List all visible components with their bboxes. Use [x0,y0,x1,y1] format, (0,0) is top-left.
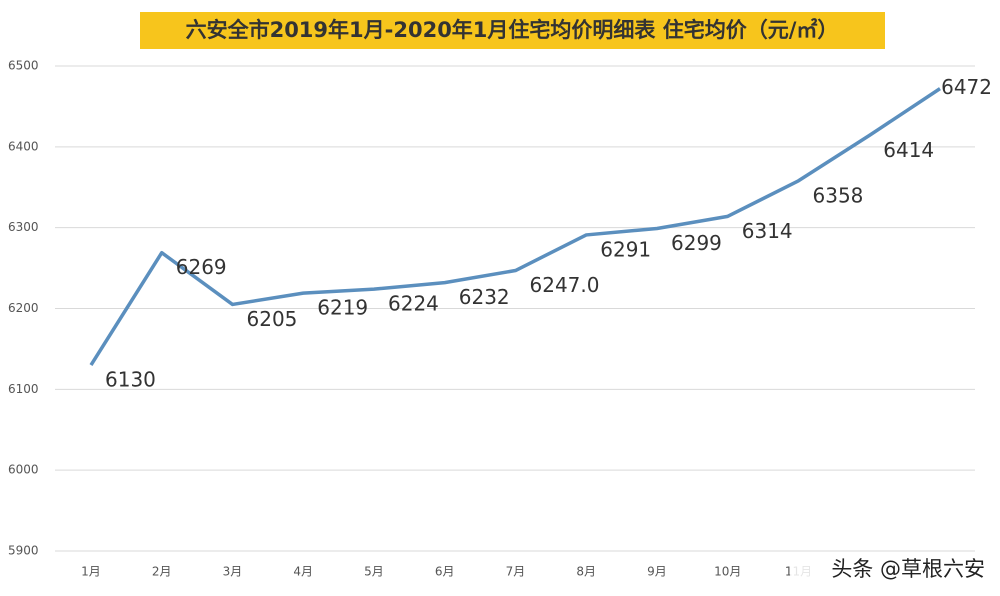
y-tick-label: 5900 [8,544,39,558]
data-label: 6358 [813,183,864,207]
y-tick-label: 6300 [8,220,39,234]
data-label: 6291 [600,237,651,261]
y-tick-label: 6500 [8,59,39,73]
data-label: 6472 [941,75,992,99]
y-tick-label: 6200 [8,301,39,315]
data-label: 6232 [459,285,510,309]
y-tick-label: 6100 [8,382,39,396]
title-box [140,12,885,49]
x-tick-label: 4月 [293,565,313,579]
data-label: 6299 [671,231,722,255]
data-label: 6205 [247,307,298,331]
x-tick-label: 7月 [506,565,526,579]
data-label: 6269 [176,255,227,279]
x-tick-label: 10月 [714,565,741,579]
x-tick-label: 2月 [152,565,172,579]
chart-title: 六安全市2019年1月-2020年1月住宅均价明细表 住宅均价（元/㎡） [186,18,839,42]
x-tick-label: 6月 [435,565,455,579]
data-label: 6247.0 [530,273,600,297]
x-tick-label: 1月 [81,565,101,579]
data-label: 6130 [105,368,156,392]
data-label: 6414 [883,138,934,162]
data-label: 6219 [317,296,368,320]
watermark: 头条 @草根六安 [831,557,985,581]
watermark-box [790,552,990,588]
data-line [89,87,941,367]
y-tick-label: 6400 [8,139,39,153]
x-tick-label: 8月 [576,565,596,579]
x-tick-label: 9月 [647,565,667,579]
y-tick-label: 6000 [8,463,39,477]
data-label: 6224 [388,292,439,316]
data-label: 6314 [742,219,793,243]
x-tick-label: 3月 [223,565,243,579]
x-tick-label: 5月 [364,565,384,579]
